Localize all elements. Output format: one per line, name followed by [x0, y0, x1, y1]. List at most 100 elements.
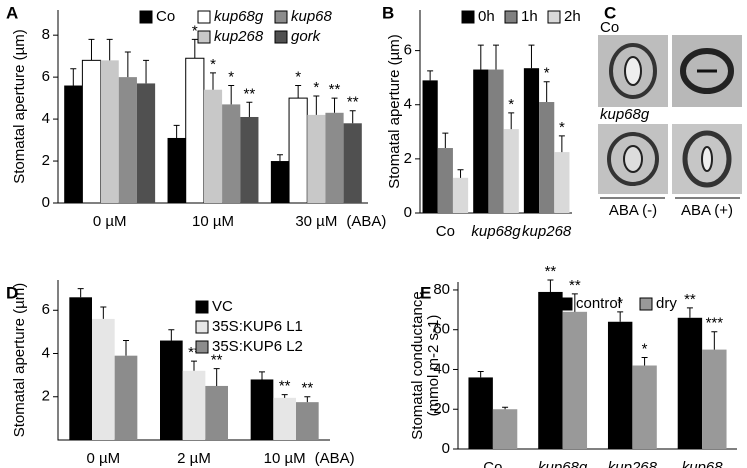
bar [607, 321, 633, 449]
significance: *** [706, 315, 724, 332]
x-tick-label: Co [483, 459, 502, 468]
error-bar [173, 124, 180, 138]
error-bar [246, 101, 253, 117]
bar [702, 349, 727, 449]
panel-label: A [6, 3, 18, 22]
bar [114, 355, 138, 440]
legend-label: 35S:KUP6 L1 [212, 318, 303, 335]
error-bar [88, 38, 95, 61]
error-bar [77, 288, 84, 298]
bar [203, 89, 223, 203]
error-bar [508, 112, 515, 130]
legend-swatch [559, 297, 573, 311]
error-bar [276, 154, 283, 162]
bar [422, 80, 438, 213]
legend-swatch [195, 320, 209, 334]
pore [624, 56, 642, 86]
bar [468, 377, 493, 449]
legend-label: dry [656, 295, 677, 312]
y-tick-label: 2 [42, 388, 50, 405]
panel-label: D [6, 283, 18, 302]
bar [64, 85, 83, 203]
y-tick-label: 60 [433, 321, 450, 338]
significance: * [210, 56, 216, 73]
error-bar [502, 406, 509, 410]
bar [632, 365, 657, 449]
bar [452, 177, 469, 213]
panel-label: C [604, 3, 616, 22]
legend-label: 1h [521, 8, 538, 25]
x-tick-label: 0 µM [93, 213, 127, 230]
error-bar [547, 279, 554, 292]
error-bar [106, 38, 113, 61]
error-bar [711, 331, 718, 350]
significance: * [544, 65, 550, 82]
error-bar [295, 85, 302, 99]
stoma [607, 132, 659, 186]
error-bar [259, 371, 265, 380]
bar [539, 102, 555, 213]
bar [538, 291, 563, 449]
error-bar [349, 110, 356, 124]
y-tick-label: 2 [42, 152, 50, 169]
bar [437, 148, 453, 213]
bar [677, 317, 703, 449]
bar [69, 297, 92, 440]
y-axis-label: Stomatal aperture (µm) [386, 34, 403, 189]
error-bar [143, 59, 150, 84]
panel-c-images [598, 35, 742, 199]
error-bar [313, 95, 320, 115]
significance: ** [188, 344, 200, 361]
x-tick-label: 0 µM [87, 450, 121, 467]
legend-label: kup68g [214, 8, 264, 25]
legend-swatch [195, 300, 209, 314]
bar [503, 129, 519, 213]
significance: * [642, 341, 648, 358]
legend-label: kup268 [214, 28, 264, 45]
legend-swatch [197, 30, 211, 44]
significance: * [228, 68, 234, 85]
legend-label: 0h [478, 8, 495, 25]
bar [167, 137, 186, 203]
bar [325, 112, 344, 203]
error-bar [191, 360, 197, 371]
y-axis-label: (mmol m-2 s-1) [425, 315, 442, 417]
y-tick-label: 40 [433, 360, 450, 377]
x-tick-label: 30 µM [295, 213, 337, 230]
bar [136, 83, 156, 203]
y-tick-label: 2 [404, 150, 412, 167]
bar [182, 370, 206, 440]
bar [296, 402, 319, 440]
error-bar [477, 44, 484, 70]
y-tick-label: 6 [42, 301, 50, 318]
legend-swatch [504, 10, 518, 24]
y-tick-label: 20 [433, 400, 450, 417]
x-tick-label: 10 µM [192, 213, 234, 230]
error-bar [191, 38, 198, 59]
y-tick-label: 6 [42, 68, 50, 85]
error-bar [617, 311, 624, 322]
significance: ** [545, 263, 557, 280]
bar [270, 161, 290, 203]
bar [185, 57, 205, 204]
panel-label: E [420, 283, 431, 302]
y-axis-label: Stomatal conductance [409, 291, 426, 439]
y-tick-label: 4 [42, 110, 50, 127]
bar [240, 116, 259, 203]
error-bar [641, 357, 648, 366]
bar [554, 152, 570, 213]
significance: ** [569, 277, 581, 294]
legend-swatch [461, 10, 475, 24]
legend-swatch [139, 10, 153, 24]
significance: * [617, 295, 623, 312]
x-tick-label: kup68g [471, 223, 521, 240]
bar [222, 104, 241, 203]
significance: * [508, 96, 514, 113]
legend-label: 2h [564, 8, 581, 25]
x-tick-label: kup68g [538, 459, 588, 468]
error-bar [442, 132, 449, 149]
error-bar [210, 72, 216, 90]
legend-label: Co [156, 8, 175, 25]
error-bar [304, 396, 311, 403]
